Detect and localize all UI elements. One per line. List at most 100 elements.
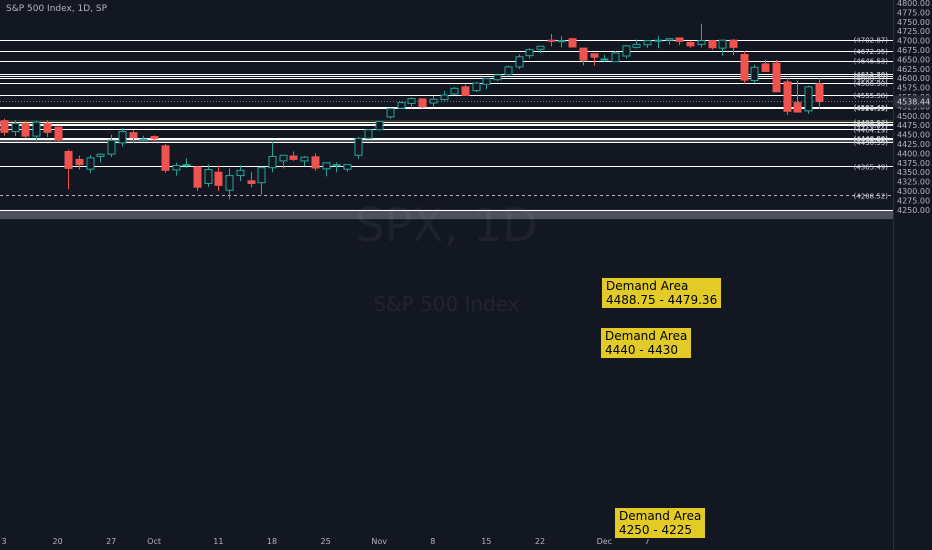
- x-axis: 3 20 27 Oct 11 18 25 Nov 8 15 22 Dec 7: [1, 537, 649, 546]
- candle: [332, 162, 341, 173]
- candle-body: [493, 74, 502, 81]
- candle: [236, 165, 245, 182]
- candle-body: [440, 94, 449, 101]
- candle-body: [740, 54, 749, 81]
- candle-body: [761, 63, 770, 72]
- candle-body: [557, 40, 566, 43]
- candle-body: [43, 122, 52, 133]
- y-tick-label: 4450.00: [897, 131, 930, 140]
- candle-body: [482, 78, 491, 85]
- demand-area-box-2[interactable]: Demand Area 4440 - 4430: [600, 327, 693, 359]
- level-label: (4702.87): [854, 37, 889, 45]
- x-tick-label: 15: [481, 537, 491, 546]
- candle-body: [622, 45, 631, 57]
- level-label: (4520.13): [854, 105, 889, 113]
- candle-body: [322, 162, 331, 170]
- candle: [418, 98, 427, 109]
- candle: [815, 78, 824, 109]
- y-tick-label: 4625.00: [897, 65, 930, 74]
- candle-body: [515, 56, 524, 68]
- candle-body: [611, 52, 620, 63]
- candle: [654, 35, 663, 49]
- candle: [54, 126, 63, 143]
- y-tick-label: 4425.00: [897, 140, 930, 149]
- level-label: (4464.19): [854, 126, 889, 134]
- candle: [375, 120, 384, 131]
- candle-body: [386, 108, 395, 118]
- candle: [675, 37, 684, 46]
- candle: [708, 39, 717, 50]
- x-tick-label: 8: [430, 537, 435, 546]
- y-tick-label: 4800.00: [897, 0, 930, 8]
- candle: [697, 23, 706, 48]
- demand-zone-band: [0, 209, 893, 220]
- y-tick-label: 4250.00: [897, 206, 930, 215]
- candle-body: [343, 164, 352, 170]
- x-tick-label: 27: [106, 537, 116, 546]
- candle-body: [247, 180, 256, 184]
- candle: [386, 107, 395, 119]
- candle-body: [75, 158, 84, 166]
- candle-body: [118, 131, 127, 144]
- candle: [75, 155, 84, 170]
- candle: [32, 120, 41, 141]
- candle-body: [150, 135, 159, 139]
- candle: [504, 65, 513, 77]
- candle: [257, 166, 266, 195]
- candle-body: [21, 122, 30, 137]
- candle: [86, 155, 95, 173]
- y-tick-label: 4500.00: [897, 112, 930, 121]
- candle-body: [54, 126, 63, 141]
- demand-area-box-3[interactable]: Demand Area 4250 - 4225: [614, 507, 707, 539]
- candle-body: [289, 155, 298, 160]
- candle: [11, 120, 20, 137]
- level-label: (4646.53): [854, 58, 889, 66]
- candle-body: [783, 81, 792, 112]
- candle: [632, 39, 641, 49]
- candle: [343, 164, 352, 172]
- level-label: (4672.95): [854, 48, 889, 56]
- candle: [804, 85, 813, 114]
- level-label: (4555.98): [854, 92, 889, 100]
- demand-area-box-1[interactable]: Demand Area 4488.75 - 4479.36: [601, 277, 723, 309]
- candle: [525, 48, 534, 59]
- level-label: (4600.37): [854, 75, 889, 83]
- y-tick-label: 4650.00: [897, 55, 930, 64]
- candle-body: [300, 156, 309, 162]
- candle: [182, 158, 191, 169]
- candle-body: [472, 82, 481, 92]
- candle: [364, 128, 373, 140]
- candle: [515, 54, 524, 70]
- demand-area-title: Demand Area: [619, 509, 702, 523]
- x-tick-label: 22: [535, 537, 545, 546]
- level-label: (4482.93): [854, 119, 889, 127]
- candle-body: [139, 138, 148, 141]
- candle: [590, 53, 599, 66]
- candle: [193, 166, 202, 191]
- candle-body: [332, 164, 341, 167]
- y-tick-label: 4400.00: [897, 149, 930, 158]
- candle-body: [654, 39, 663, 42]
- x-tick-label: Oct: [147, 537, 161, 546]
- candle: [129, 130, 138, 144]
- x-tick-label: Dec: [597, 537, 612, 546]
- candle: [0, 118, 9, 136]
- level-label: (4586.90): [854, 80, 889, 88]
- candle: [21, 121, 30, 138]
- candle: [429, 95, 438, 108]
- candle: [354, 136, 363, 160]
- candle-body: [11, 122, 20, 133]
- y-tick-label: 4600.00: [897, 74, 930, 83]
- level-label: (4476.07): [854, 122, 889, 130]
- candle: [397, 101, 406, 109]
- candle: [579, 47, 588, 66]
- symbol-title[interactable]: S&P 500 Index, 1D, SP: [6, 4, 108, 14]
- demand-zone-band: [0, 138, 893, 143]
- candle-body: [354, 137, 363, 156]
- candle: [740, 51, 749, 84]
- candle-body: [257, 167, 266, 184]
- candle: [300, 156, 309, 167]
- candle-body: [750, 66, 759, 81]
- candle-body: [364, 129, 373, 139]
